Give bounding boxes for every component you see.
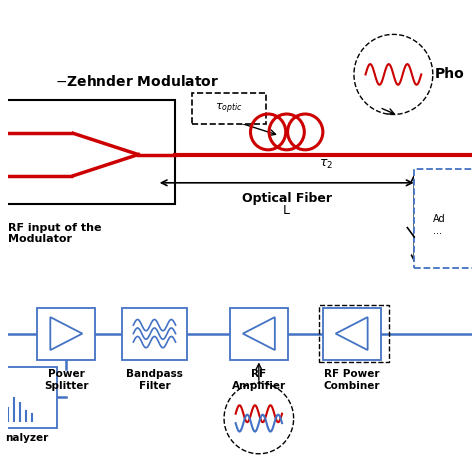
FancyBboxPatch shape — [414, 169, 474, 268]
Polygon shape — [336, 317, 368, 350]
Text: L: L — [283, 204, 290, 217]
Text: $\tau_{optic}$: $\tau_{optic}$ — [215, 101, 243, 116]
Text: $\tau_2$: $\tau_2$ — [319, 157, 333, 171]
FancyBboxPatch shape — [230, 308, 288, 359]
FancyBboxPatch shape — [0, 366, 57, 428]
Text: RF
Amplifier: RF Amplifier — [232, 369, 286, 391]
Text: RF input of the
Modulator: RF input of the Modulator — [9, 223, 102, 245]
Text: Ad
...: Ad ... — [433, 214, 446, 236]
Text: RF Power
Combiner: RF Power Combiner — [323, 369, 380, 391]
Text: Pho: Pho — [435, 67, 465, 82]
Polygon shape — [243, 317, 275, 350]
Polygon shape — [50, 317, 82, 350]
FancyBboxPatch shape — [323, 308, 381, 359]
Text: $-$Zehnder Modulator: $-$Zehnder Modulator — [55, 74, 219, 89]
FancyBboxPatch shape — [37, 308, 95, 359]
FancyBboxPatch shape — [0, 100, 175, 204]
Text: Power
Splitter: Power Splitter — [44, 369, 89, 391]
Text: Optical Fiber: Optical Fiber — [242, 192, 332, 205]
FancyBboxPatch shape — [122, 308, 187, 359]
Text: nalyzer: nalyzer — [5, 433, 48, 443]
Text: Bandpass
Filter: Bandpass Filter — [126, 369, 183, 391]
FancyBboxPatch shape — [191, 93, 266, 124]
